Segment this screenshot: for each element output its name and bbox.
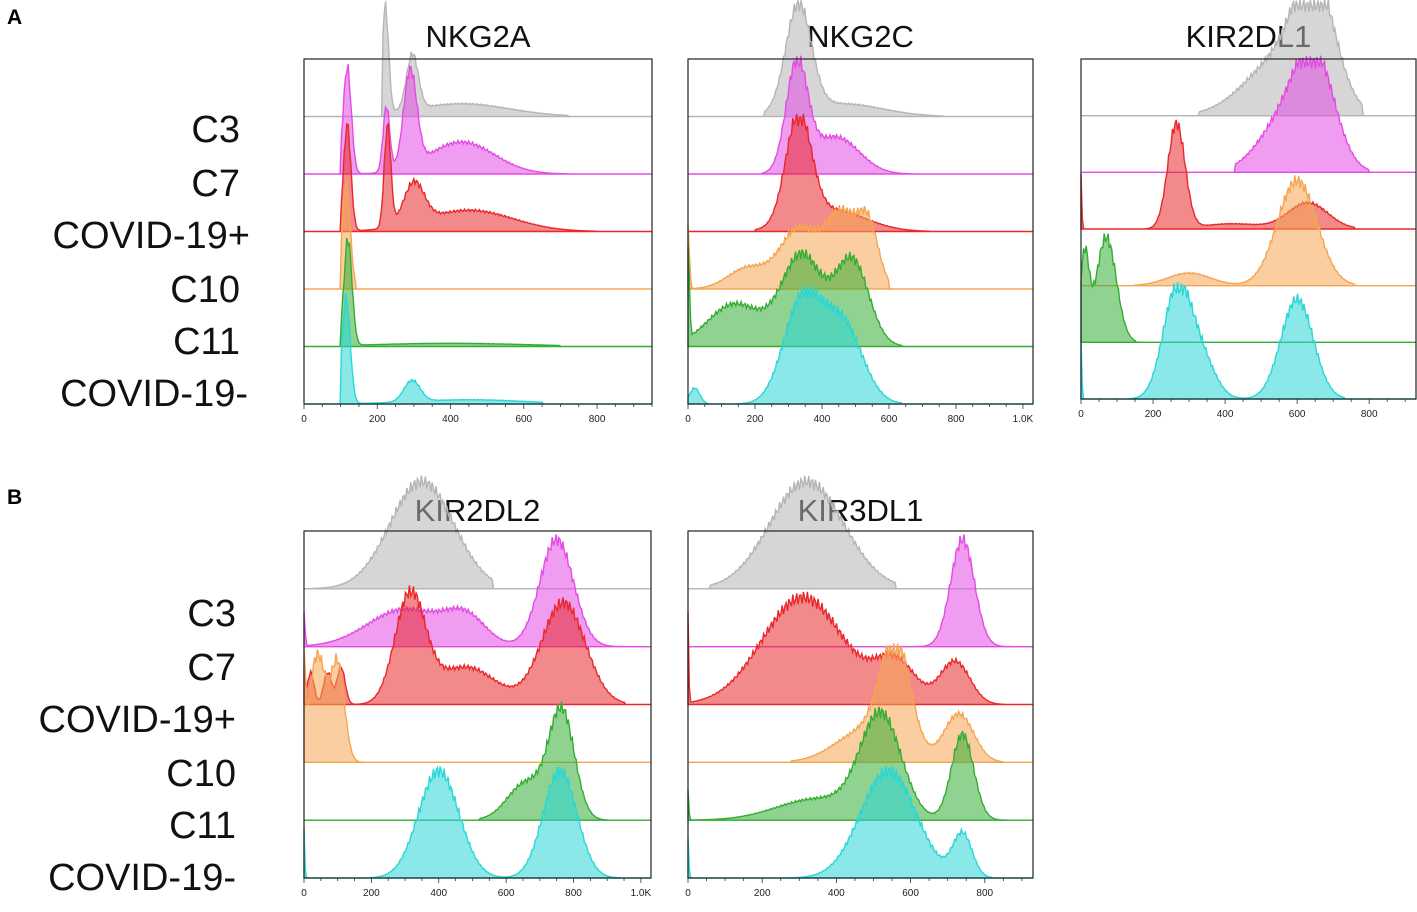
panel-letter-a: A [7,6,22,29]
x-tick-label: 400 [1217,409,1234,420]
series-covid-19-pos [303,585,651,706]
x-tick-label: 200 [369,414,386,425]
row-labels-panel-b: C3 C7 COVID-19+ C10 C11 COVID-19- [39,593,236,899]
row-label-c7: C7 [187,647,236,689]
x-tick-label: 400 [814,414,831,425]
series-c7 [303,534,651,648]
plot-frame [687,530,1034,879]
row-label-covid19-neg: COVID-19- [60,373,248,415]
x-tick-label: 800 [948,414,965,425]
x-tick-label: 1.0K [631,888,652,899]
row-label-covid19-neg: COVID-19- [48,857,236,899]
x-tick-label: 1.0K [1013,414,1034,425]
x-tick-label: 800 [976,888,993,899]
series-c7 [304,64,652,175]
series-covid-19-pos [1080,119,1416,230]
plot-frame [1080,58,1417,400]
x-tick-label: 400 [828,888,845,899]
x-tick-label: 800 [1361,409,1378,420]
x-tick-label: 600 [902,888,919,899]
series-c11 [304,237,652,348]
row-label-c7: C7 [191,163,240,205]
panel-letter-b: B [7,486,22,509]
series-c11 [687,706,1033,821]
series-covid-19-neg [304,293,652,405]
series-covid-19-neg [303,765,651,879]
series-c10 [303,648,651,763]
x-tick-label: 800 [565,888,582,899]
series-c10 [1081,175,1416,287]
series-c10 [304,178,652,290]
x-tick-label: 600 [498,888,515,899]
x-tick-label: 0 [1078,409,1084,420]
row-label-covid19-pos: COVID-19+ [39,699,236,741]
x-tick-label: 0 [685,414,691,425]
series-covid-19-pos [304,123,652,233]
x-tick-label: 600 [881,414,898,425]
x-tick-label: 800 [589,414,606,425]
series-c3 [688,0,1033,118]
series-c3 [1081,0,1416,117]
series-covid-19-pos [687,591,1033,706]
row-label-c3: C3 [191,109,240,151]
x-tick-label: 0 [301,888,307,899]
plot-nkg2c: NKG2C 0 200 400 600 800 1.0K [685,0,1034,425]
plot-nkg2a: NKG2A 0 200 400 600 800 [301,1,653,425]
x-tick-label: 400 [430,888,447,899]
x-tick-label: 200 [747,414,764,425]
x-tick-label: 200 [363,888,380,899]
x-tick-label: 200 [754,888,771,899]
plot-frame [687,58,1034,405]
x-tick-label: 200 [1145,409,1162,420]
row-label-c10: C10 [166,753,236,795]
series-c11 [1080,233,1416,343]
row-label-c3: C3 [187,593,236,635]
plot-title: NKG2A [425,19,530,54]
histogram-plots: NKG2A 0 200 400 600 800 NKG2C 0 200 400 600 800 1.0K… [301,0,1417,899]
x-tick-label: 0 [301,414,307,425]
row-label-c11: C11 [173,321,240,363]
x-tick-label: 0 [685,888,691,899]
plot-frame [303,58,653,405]
row-label-c10: C10 [170,269,240,311]
row-label-covid19-pos: COVID-19+ [53,215,250,257]
x-tick-label: 600 [1289,409,1306,420]
row-label-c11: C11 [169,805,236,847]
x-tick-label: 600 [515,414,532,425]
row-labels-panel-a: C3 C7 COVID-19+ C10 C11 COVID-19- [53,109,250,415]
plot-frame [303,530,652,879]
x-tick-label: 400 [442,414,459,425]
plot-title: NKG2C [807,19,914,54]
